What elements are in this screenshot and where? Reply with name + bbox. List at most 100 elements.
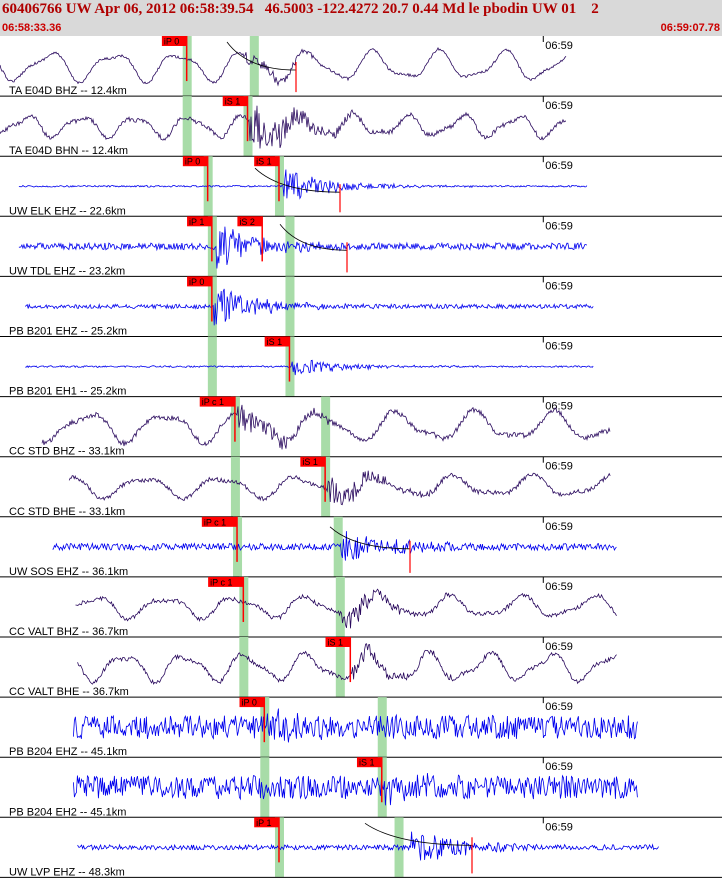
pick-label: iP 0 [164, 37, 179, 47]
trace-panel: 06:59 iP 0 TA E04D BHZ -- 12.4km [0, 36, 722, 97]
pick-label: iS 1 [225, 97, 241, 107]
pick-label: iS 1 [359, 758, 375, 768]
minute-label: 06:59 [545, 401, 573, 413]
pick2-label: iS 2 [239, 217, 255, 227]
pick-flag [199, 396, 235, 407]
minute-label: 06:59 [545, 581, 573, 593]
pick-flag [254, 817, 279, 828]
trace-panel: 06:59 iS 1 CC VALT BHE -- 36.7km [0, 637, 722, 698]
coda-curve [226, 41, 297, 71]
minute-label: 06:59 [545, 280, 573, 292]
minute-label: 06:59 [545, 220, 573, 232]
station-label: CC VALT BHE -- 36.7km [9, 686, 129, 698]
coda-curve [254, 167, 341, 193]
minute-label: 06:59 [545, 701, 573, 713]
minute-label: 06:59 [545, 40, 573, 52]
station-label: PB B204 EHZ -- 45.1km [9, 746, 127, 758]
pick2-flag [237, 216, 263, 227]
pick-shade [394, 817, 404, 878]
trace-panel: 06:59 iP c 1 CC VALT BHZ -- 36.7km [0, 576, 722, 638]
pick-flag [201, 516, 238, 527]
waveform [75, 588, 617, 629]
waveform [73, 772, 638, 806]
pick-shade [285, 276, 295, 337]
end-time-label: 06:59:07.78 [660, 22, 720, 34]
pick-label: iS 1 [302, 457, 318, 467]
waveform [18, 226, 588, 269]
waveform [24, 288, 594, 326]
minute-label: 06:59 [545, 521, 573, 533]
coda-curve [279, 224, 348, 251]
waveform [18, 169, 588, 200]
pick-shade [321, 396, 331, 457]
minute-label: 06:59 [545, 341, 573, 353]
pick-flag [182, 156, 208, 167]
minute-label: 06:59 [545, 160, 573, 172]
waveform [73, 708, 638, 743]
minute-label: 06:59 [545, 761, 573, 773]
pick-flag [264, 336, 290, 347]
pick-flag [356, 757, 382, 768]
pick-label: iS 1 [267, 337, 283, 347]
station-label: UW LVP EHZ -- 48.3km [9, 866, 125, 878]
station-label: UW SOS EHZ -- 36.1km [9, 566, 128, 578]
trace-panel: 06:59 iP 0 iS 1 UW ELK EHZ -- 22.6km [0, 156, 722, 217]
minute-label: 06:59 [545, 100, 573, 112]
waveform [68, 470, 611, 506]
pick2-flag [254, 156, 279, 167]
pick-flag [239, 697, 265, 708]
pick-flag [325, 637, 351, 647]
pick-label: iP 0 [185, 157, 200, 167]
pick-shade [249, 36, 259, 97]
station-label: UW TDL EHZ -- 23.2km [9, 265, 125, 277]
minute-label: 06:59 [545, 641, 573, 653]
trace-panel: 06:59 iP 1 iS 2 UW TDL EHZ -- 23.2km [0, 216, 722, 277]
pick-label: iS 1 [328, 638, 344, 648]
pick-flag [187, 276, 212, 287]
station-label: TA E04D BHN -- 12.4km [9, 145, 128, 157]
station-label: CC STD BHZ -- 33.1km [9, 446, 125, 458]
station-label: CC STD BHE -- 33.1km [9, 506, 125, 518]
waveform [77, 643, 617, 685]
trace-panel: 06:59 iP 1 UW LVP EHZ -- 48.3km [0, 817, 722, 878]
pick-flag [222, 96, 248, 107]
waveform [52, 531, 617, 561]
trace-panel: 06:59 iP c 1 UW SOS EHZ -- 36.1km [0, 516, 722, 578]
pick-flag [300, 456, 326, 467]
trace-panel: 06:59 iS 1 TA E04D BHN -- 12.4km [0, 96, 722, 157]
pick-flag [208, 576, 244, 587]
pick-shade [333, 516, 343, 577]
trace-panel: 06:59 iP c 1 CC STD BHZ -- 33.1km [0, 396, 722, 458]
coda-curve [329, 526, 411, 550]
trace-panel: 06:59 iP 0 PB B204 EHZ -- 45.1km [0, 697, 722, 758]
minute-label: 06:59 [545, 461, 573, 473]
waveform [0, 105, 567, 149]
pick-label: iP 1 [189, 217, 204, 227]
pick-shade [239, 637, 249, 698]
station-label: PB B204 EH2 -- 45.1km [9, 806, 126, 818]
pick-shade [335, 637, 345, 698]
pick-shade [377, 697, 387, 758]
waveform [25, 359, 594, 376]
event-header: 60406766 UW Apr 06, 2012 06:58:39.54 46.… [0, 0, 722, 36]
station-label: PB B201 EHZ -- 25.2km [9, 326, 127, 338]
pick-label: iP c 1 [202, 397, 224, 407]
pick-shade [230, 456, 240, 517]
trace-panel: 06:59 iS 1 PB B204 EH2 -- 45.1km [0, 757, 722, 818]
waveform [0, 46, 567, 87]
station-label: TA E04D BHZ -- 12.4km [9, 85, 127, 97]
pick-flag [161, 36, 187, 46]
pick-label: iP 1 [256, 818, 271, 828]
trace-panel: 06:59 iS 1 PB B201 EH1 -- 25.2km [0, 336, 722, 398]
start-time-label: 06:58:33.36 [2, 22, 62, 34]
coda-curve [364, 822, 473, 846]
pick2-label: iS 1 [256, 157, 272, 167]
pick-label: iP c 1 [204, 517, 226, 527]
pick-flag [187, 216, 212, 227]
trace-panel: 06:59 iS 1 CC STD BHE -- 33.1km [0, 456, 722, 518]
pick-label: iP 0 [241, 698, 256, 708]
trace-panel: 06:59 iP 0 PB B201 EHZ -- 25.2km [0, 276, 722, 338]
seismogram-plot: 06:59 iP 0 TA E04D BHZ -- 12.4km 06:59 iS 1 T… [0, 36, 722, 878]
pick-shade [335, 576, 345, 637]
pick-shade [182, 96, 192, 157]
